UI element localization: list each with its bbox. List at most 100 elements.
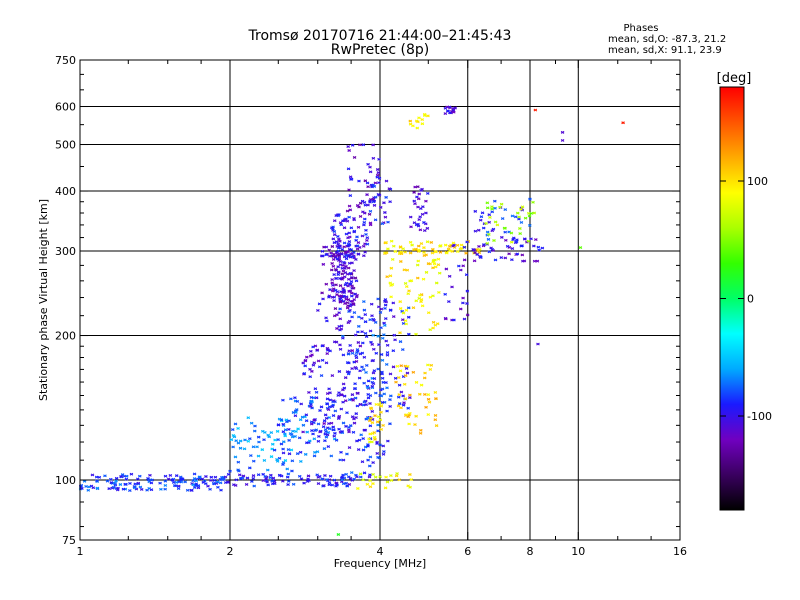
data-point [223, 481, 228, 484]
y-tick-label: 300 [55, 245, 76, 258]
data-point [355, 348, 360, 351]
data-point [374, 391, 378, 395]
data-point [360, 365, 364, 369]
data-point [82, 479, 87, 483]
data-point [324, 430, 328, 434]
data-point [253, 424, 257, 428]
data-point [509, 231, 514, 235]
data-point [395, 472, 399, 476]
data-point [342, 261, 347, 265]
data-point [358, 369, 362, 373]
data-point [317, 474, 322, 478]
data-point [389, 478, 394, 482]
data-point [343, 399, 348, 403]
data-point [332, 314, 337, 318]
data-point [382, 450, 386, 453]
data-point [163, 483, 168, 487]
data-point [383, 303, 388, 307]
data-point [380, 222, 385, 226]
data-point [360, 351, 365, 355]
data-point [313, 344, 318, 348]
data-point [345, 370, 350, 374]
data-point [446, 247, 451, 251]
data-point [333, 288, 338, 292]
data-point [455, 250, 460, 254]
data-point [163, 487, 167, 491]
data-point [290, 469, 294, 473]
data-point [376, 415, 381, 419]
data-point [327, 427, 332, 431]
data-point [283, 459, 288, 462]
data-point [309, 399, 314, 403]
data-point [389, 474, 393, 478]
data-point [370, 314, 374, 318]
data-point [399, 364, 404, 368]
data-point [340, 480, 344, 484]
data-point [338, 239, 342, 243]
data-point [416, 205, 420, 209]
data-point [373, 218, 378, 222]
data-point [212, 478, 217, 482]
data-point [399, 252, 404, 256]
data-point [382, 333, 386, 337]
data-point [403, 374, 408, 378]
data-point [443, 292, 447, 296]
data-point [384, 362, 389, 366]
data-point [409, 279, 414, 283]
data-point [348, 282, 353, 286]
data-point [534, 238, 538, 242]
data-point [330, 483, 335, 487]
data-point [351, 302, 356, 306]
data-point [526, 239, 531, 243]
data-point [364, 232, 368, 236]
data-point [358, 214, 363, 218]
data-point [376, 334, 380, 338]
data-point [405, 371, 410, 375]
data-point [286, 472, 291, 476]
data-point [389, 266, 394, 270]
data-point [408, 240, 413, 244]
data-point [341, 400, 345, 404]
data-point [418, 428, 423, 432]
data-point [360, 316, 364, 320]
data-point [216, 485, 220, 489]
data-point [517, 217, 521, 221]
data-point [174, 484, 178, 488]
data-point [340, 430, 344, 433]
data-point [482, 243, 486, 247]
data-point [277, 417, 282, 421]
data-point [326, 445, 331, 448]
data-point [291, 482, 296, 486]
data-point [520, 253, 525, 257]
data-point [421, 205, 425, 209]
data-point [86, 488, 91, 492]
data-point [388, 422, 392, 426]
data-point [419, 298, 424, 302]
data-point [261, 479, 266, 482]
data-point [362, 217, 367, 221]
data-point [372, 185, 377, 188]
data-point [378, 443, 382, 447]
data-point [320, 344, 325, 348]
data-point [302, 372, 307, 375]
data-point [349, 276, 354, 280]
data-point [378, 475, 382, 479]
data-point [330, 278, 334, 282]
data-point [332, 273, 336, 277]
data-point [316, 439, 321, 443]
data-point [334, 438, 339, 442]
data-point [523, 216, 528, 220]
data-point [473, 209, 478, 213]
data-point [171, 481, 176, 484]
data-point [176, 487, 181, 490]
data-point [333, 409, 338, 413]
data-point [345, 219, 350, 223]
data-point [295, 452, 300, 456]
data-point [486, 237, 491, 241]
data-point [428, 328, 432, 332]
data-point [479, 215, 484, 219]
data-point [366, 396, 371, 400]
data-point [334, 214, 339, 218]
data-point [485, 201, 490, 205]
data-point [349, 248, 354, 252]
